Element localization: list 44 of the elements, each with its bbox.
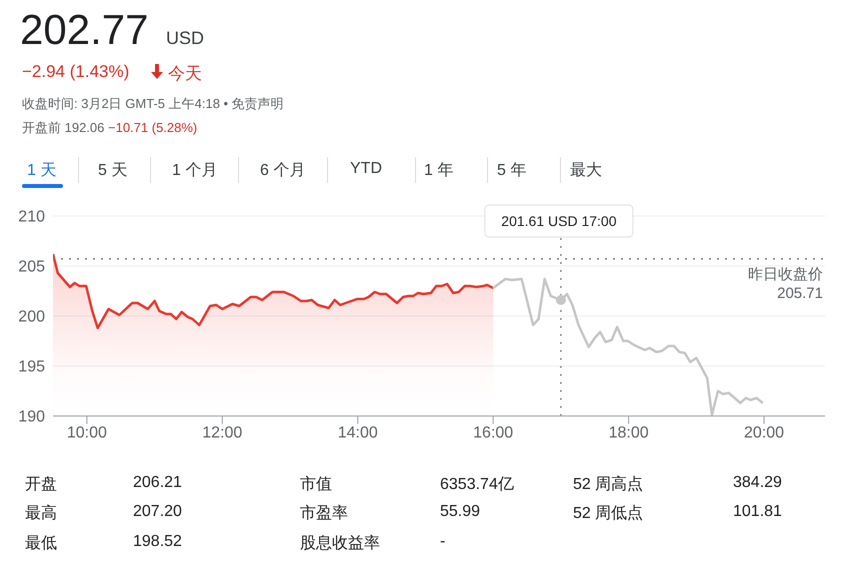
text: 股息收益率 bbox=[300, 534, 380, 554]
text: 最大 bbox=[570, 160, 602, 181]
text: 207.20 bbox=[133, 503, 182, 521]
text: YTD bbox=[350, 160, 382, 178]
text: 6353.74亿 bbox=[440, 475, 514, 495]
x-tick-label: 20:00 bbox=[744, 424, 784, 442]
text: 1 年 bbox=[424, 161, 454, 181]
text: USD bbox=[166, 28, 204, 49]
text: −10.71 (5.28%) bbox=[107, 120, 198, 135]
chart-title: 202.77 bbox=[20, 6, 148, 54]
x-tick-label: 12:00 bbox=[202, 424, 242, 442]
x-tick-label: 14:00 bbox=[338, 424, 378, 442]
text: 55.99 bbox=[440, 503, 480, 521]
x-tick-label: 18:00 bbox=[608, 424, 649, 442]
text: 开盘前 192.06 bbox=[22, 120, 104, 135]
text: 206.21 bbox=[133, 474, 182, 492]
y-tick-label: 210 bbox=[18, 208, 46, 226]
text: 1 个月 bbox=[172, 161, 218, 181]
text: 384.29 bbox=[733, 474, 782, 492]
ref-line-label: 昨日收盘价 205.71 bbox=[748, 266, 823, 302]
text: 最低 bbox=[25, 534, 57, 554]
text: 5 年 bbox=[497, 161, 526, 181]
annotation: 201.61 USD 17:00 bbox=[501, 213, 617, 229]
x-tick-label: 10:00 bbox=[66, 424, 107, 442]
text: 市值 bbox=[300, 474, 332, 495]
text: 今天 bbox=[168, 63, 202, 85]
text: 开盘 bbox=[25, 475, 57, 495]
text: 最高 bbox=[25, 504, 57, 524]
text: 52 周低点 bbox=[573, 504, 644, 524]
text: −2.94 (1.43%) bbox=[22, 62, 130, 82]
y-tick-label: 205 bbox=[18, 258, 46, 276]
y-tick-label: 195 bbox=[18, 358, 46, 376]
text: 收盘时间: 3月2日 GMT-5 上午4:18 • 免责声明 bbox=[22, 95, 284, 113]
text: 198.52 bbox=[133, 533, 182, 551]
y-tick-label: 190 bbox=[18, 408, 46, 426]
text: 5 天 bbox=[98, 161, 128, 181]
y-tick-label: 200 bbox=[18, 308, 46, 326]
text: 市盈率 bbox=[300, 504, 348, 524]
text: - bbox=[440, 533, 446, 551]
text: 52 周高点 bbox=[573, 474, 644, 495]
x-tick-label: 16:00 bbox=[473, 424, 514, 442]
text: 1 天 bbox=[27, 161, 56, 181]
text: 6 个月 bbox=[260, 161, 306, 181]
text: 101.81 bbox=[733, 503, 782, 521]
